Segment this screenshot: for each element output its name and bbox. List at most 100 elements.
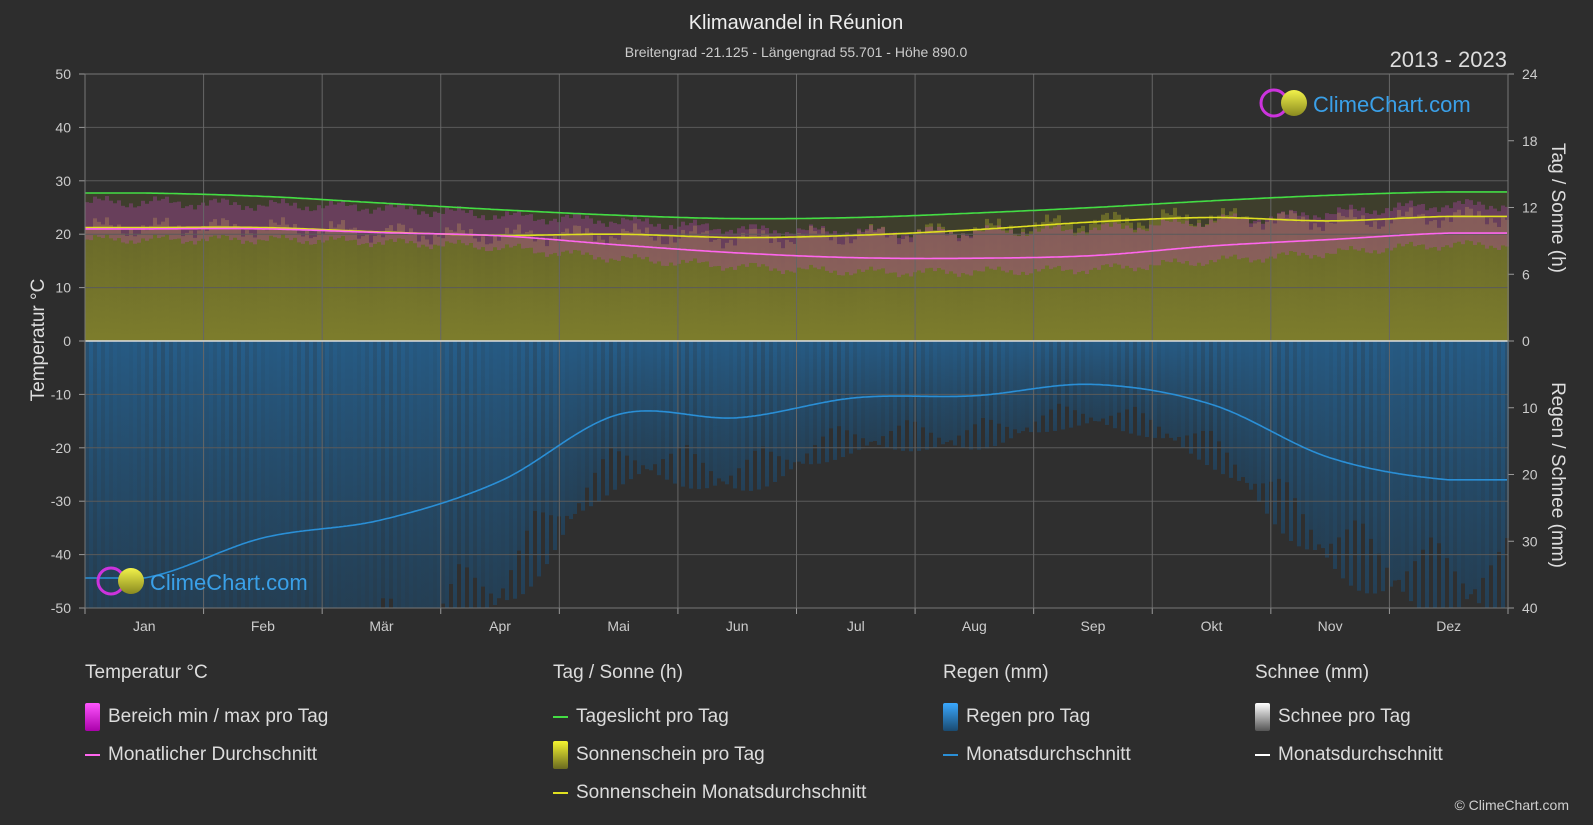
temp-range-bar: [1381, 213, 1385, 253]
temp-range-bar: [1213, 222, 1217, 263]
temp-range-bar: [1225, 218, 1229, 259]
legend-item-snow-avg: Monatsdurchschnitt: [1255, 736, 1443, 774]
sunshine-bar: [1385, 218, 1389, 341]
daylight-band: [661, 216, 665, 245]
temp-range-bar: [149, 201, 153, 239]
temp-range-bar: [405, 209, 409, 244]
rain-bar: [505, 341, 509, 601]
temp-range-bar: [1385, 208, 1389, 249]
sunshine-bar: [1337, 212, 1341, 341]
sunshine-bar: [865, 230, 869, 341]
temp-range-bar: [197, 205, 201, 241]
daylight-band: [925, 215, 929, 225]
rain-bar: [789, 341, 793, 470]
sunshine-bar: [353, 227, 357, 341]
sunshine-bar: [609, 236, 613, 341]
rain-bar: [577, 341, 581, 504]
daylight-band: [821, 218, 825, 228]
rain-bar: [665, 341, 669, 480]
temp-range-bar: [1069, 229, 1073, 270]
temp-range-bar: [1001, 230, 1005, 271]
temp-range-bar: [917, 229, 921, 271]
temp-range-bar: [1153, 225, 1157, 266]
daylight-band: [665, 217, 669, 245]
temp-range-bar: [705, 223, 709, 262]
sunshine-bar: [897, 244, 901, 341]
y-right-top-tick-label: 18: [1522, 133, 1538, 149]
daylight-band: [677, 217, 681, 239]
temp-range-bar: [1441, 207, 1445, 247]
temp-range-bar: [1413, 206, 1417, 247]
sunshine-bar: [1425, 224, 1429, 341]
daylight-band: [133, 193, 137, 237]
sunshine-bar: [537, 238, 541, 341]
temp-range-bar: [521, 215, 525, 249]
rain-bar: [397, 341, 401, 608]
sunshine-bar: [1505, 219, 1509, 341]
temp-range-bar: [1169, 221, 1173, 263]
rain-bar: [1369, 341, 1373, 539]
rain-bar: [89, 341, 93, 608]
sunshine-bar: [1361, 215, 1365, 341]
daylight-band: [781, 218, 785, 249]
rain-bar: [1217, 341, 1221, 442]
sunshine-bar: [1373, 221, 1377, 341]
daylight-band: [1237, 199, 1241, 219]
sunshine-bar: [1445, 217, 1449, 341]
temp-range-bar: [1409, 200, 1413, 242]
sunshine-bar: [377, 232, 381, 341]
temp-range-bar: [1285, 214, 1289, 255]
sunshine-bar: [453, 231, 457, 341]
daylight-band: [201, 194, 205, 227]
rain-bar: [697, 341, 701, 490]
temp-range-bar: [457, 206, 461, 240]
daylight-band: [1281, 197, 1285, 213]
temp-range-bar: [117, 200, 121, 239]
daylight-band: [125, 193, 129, 236]
temp-range-bar: [797, 228, 801, 268]
daylight-band: [301, 198, 305, 237]
sunshine-bar: [1457, 209, 1461, 341]
sunshine-bar: [1165, 213, 1169, 341]
sunshine-bar: [1061, 225, 1065, 341]
temp-range-bar: [361, 209, 365, 244]
rain-bar: [129, 341, 133, 608]
temp-range-bar: [165, 196, 169, 235]
legend-item-temp-range: Bereich min / max pro Tag: [85, 698, 328, 736]
temp-range-bar: [1289, 209, 1293, 252]
sunshine-bar: [533, 241, 537, 341]
rain-bar: [137, 341, 141, 608]
sunshine-bar: [289, 228, 293, 341]
daylight-band: [813, 218, 817, 232]
rain-bar: [365, 341, 369, 608]
temp-range-bar: [1097, 230, 1101, 270]
sunshine-bar: [401, 224, 405, 341]
temp-range-bar: [1457, 200, 1461, 242]
brand-logo-top[interactable]: ClimeChart.com: [1259, 88, 1471, 118]
sunshine-bar: [705, 230, 709, 341]
sunshine-bar: [625, 230, 629, 341]
sunshine-bar: [1085, 232, 1089, 341]
rain-bar: [1265, 341, 1269, 514]
rain-bar: [953, 341, 957, 446]
x-tick-label: Mär: [369, 618, 393, 634]
temp-range-bar: [461, 210, 465, 244]
daylight-band: [1113, 206, 1117, 212]
daylight-band: [517, 210, 521, 225]
daylight-band: [617, 215, 621, 240]
temp-range-bar: [949, 231, 953, 272]
x-tick-label: Aug: [962, 618, 987, 634]
sunshine-bar: [1257, 222, 1261, 341]
rain-bar: [521, 341, 525, 595]
sunshine-bar: [853, 239, 857, 341]
sunshine-bar: [397, 223, 401, 341]
brand-logo-bottom[interactable]: ClimeChart.com: [96, 566, 308, 596]
sunshine-bar: [1465, 206, 1469, 341]
daylight-band: [1437, 192, 1441, 228]
daylight-band: [745, 218, 749, 238]
temp-range-bar: [249, 208, 253, 243]
temp-range-bar: [1393, 207, 1397, 248]
rain-bar: [1029, 341, 1033, 433]
temp-range-bar: [1105, 223, 1109, 265]
temp-range-bar: [1477, 201, 1481, 243]
